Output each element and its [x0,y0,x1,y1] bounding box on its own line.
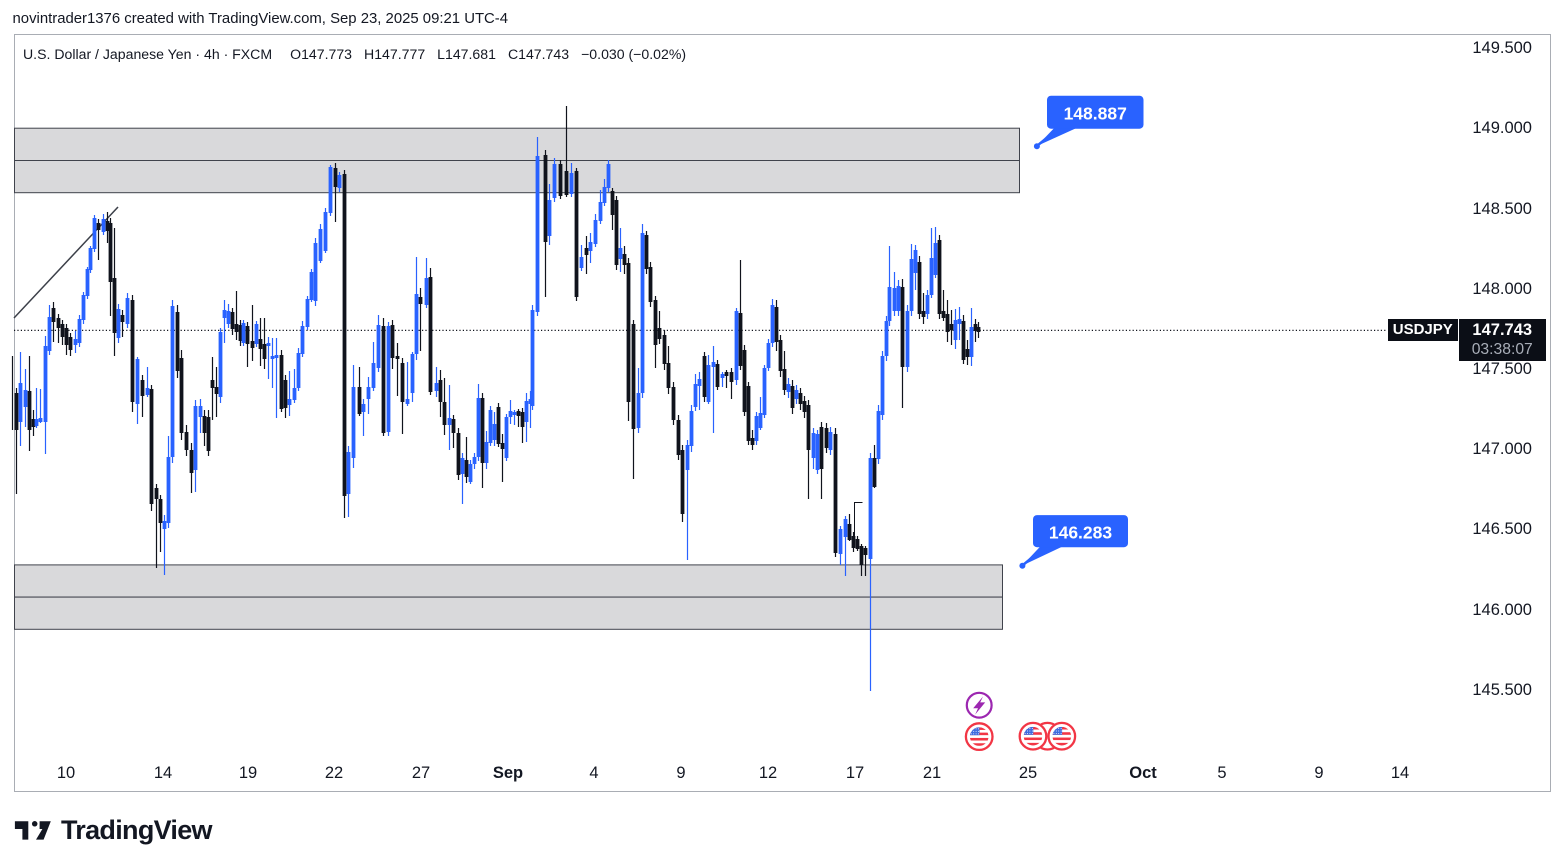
svg-text:148.887: 148.887 [1064,104,1127,124]
svg-text:146.283: 146.283 [1049,523,1113,543]
